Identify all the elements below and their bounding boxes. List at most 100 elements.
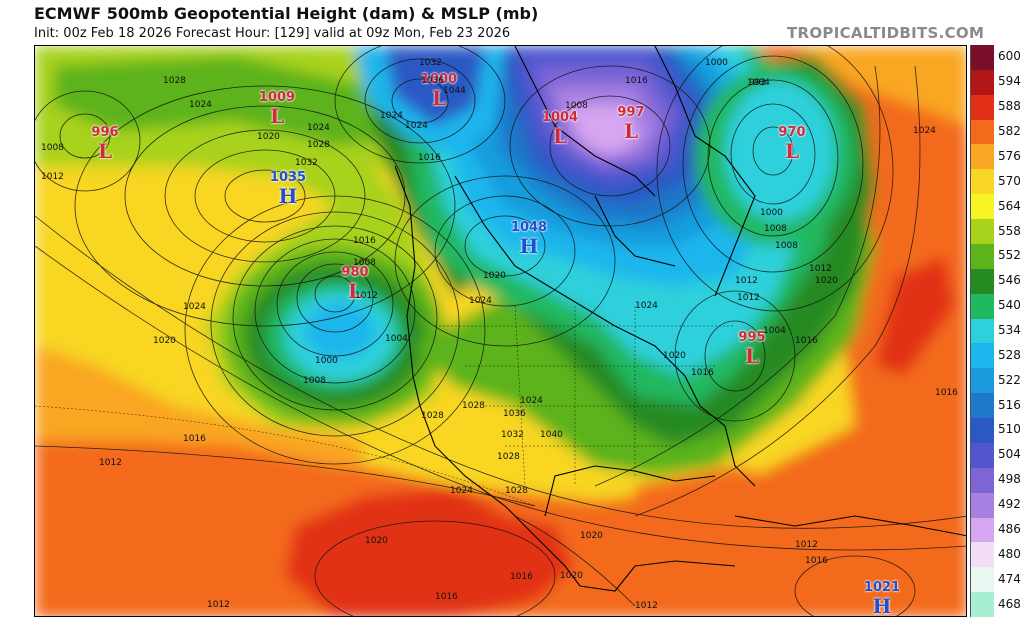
colorbar-swatch: [970, 567, 994, 593]
isobars: [35, 46, 966, 616]
colorbar-swatch: [970, 243, 994, 270]
pressure-letter: L: [347, 279, 363, 303]
colorbar-swatch: [970, 418, 994, 444]
isobar-label: 1000: [705, 58, 728, 68]
colorbar-label: 468: [998, 596, 1021, 611]
colorbar-label: 486: [998, 521, 1021, 536]
pressure-centers-layer: 996 L 1009 L 1000 L 1035 H 980 L 1004 L 997 L 970 L 1048…: [35, 46, 966, 617]
pressure-letter: L: [97, 139, 113, 163]
isobar-label: 1016: [418, 153, 441, 163]
colorbar-label: 522: [998, 372, 1021, 387]
high-pressure-center: 1035 H: [268, 171, 308, 208]
low-pressure-center: 995 L: [732, 330, 772, 368]
pressure-value: 1048: [510, 220, 548, 235]
map-subtitle: Init: 00z Feb 18 2026 Forecast Hour: [12…: [34, 26, 511, 41]
colorbar-label: 516: [998, 397, 1021, 412]
colorbar-swatch: [970, 119, 994, 145]
isobar-label: 1012: [355, 291, 378, 301]
pressure-value: 980: [341, 265, 369, 280]
isobar-label: 1024: [405, 121, 428, 131]
state-borders: [35, 305, 735, 507]
colorbar-swatch: [970, 45, 994, 71]
high-pressure-center: 1048 H: [509, 220, 549, 258]
pressure-letter: L: [784, 139, 800, 163]
isobar-label: 1024: [469, 296, 492, 306]
colorbar-swatch: [970, 517, 994, 543]
pressure-value: 995: [738, 330, 766, 345]
coastlines: [394, 46, 966, 592]
isobar-label: 1020: [257, 132, 280, 142]
pressure-letter: L: [744, 344, 760, 368]
isobar-label: 1020: [153, 336, 176, 346]
isobar-label: 1012: [735, 276, 758, 286]
pressure-value: 970: [778, 125, 806, 140]
colorbar-swatch: [970, 492, 994, 518]
isobar-label: 1028: [163, 76, 186, 86]
low-pressure-center: 996 L: [85, 125, 125, 163]
pressure-letter: L: [269, 104, 285, 128]
colorbar-swatch: [970, 343, 994, 369]
pressure-value: 1004: [541, 110, 579, 125]
colorbar-label: 510: [998, 422, 1021, 437]
isobar-label: 1024: [380, 111, 403, 121]
colorbar-swatch: [970, 467, 994, 494]
isobar-label: 1032: [501, 430, 524, 440]
isobar-labels-layer: 1008 1012 1024 1028 1020 1024 1028 1032 1016 1012…: [35, 46, 966, 616]
isobar-label: 1016: [805, 556, 828, 566]
isobar-label: 1008: [764, 224, 787, 234]
isobar-label: 1012: [809, 264, 832, 274]
pressure-value: 997: [617, 105, 645, 120]
isobar-label: 1024: [450, 486, 473, 496]
colorbar-swatch: [970, 94, 994, 121]
colorbar-swatch: [970, 169, 994, 195]
isobar-label: 1024: [635, 301, 658, 311]
isobar-label: 1036: [421, 76, 444, 86]
isobar-label: 1028: [307, 140, 330, 150]
colorbar-label: 504: [998, 447, 1021, 462]
isobar-label: 1008: [565, 101, 588, 111]
colorbar-label: 558: [998, 223, 1021, 238]
colorbar-swatch: [970, 69, 994, 96]
low-pressure-center: 1009 L: [257, 90, 297, 128]
pressure-value: 996: [91, 125, 119, 140]
isobar-label: 1008: [353, 258, 376, 268]
colorbar-label: 594: [998, 74, 1021, 89]
pressure-letter: L: [431, 86, 447, 110]
isobar-label: 1016: [510, 572, 533, 582]
isobar-label: 1040: [540, 430, 563, 440]
isobar-label: 1012: [99, 458, 122, 468]
isobar-label: 1012: [207, 600, 230, 610]
isobar-label: 1020: [663, 351, 686, 361]
isobar-label: 1020: [815, 276, 838, 286]
colorbar-label: 546: [998, 273, 1021, 288]
isobar-label: 1016: [625, 76, 648, 86]
pressure-value: 1021: [863, 580, 901, 595]
weather-map[interactable]: 996 L 1009 L 1000 L 1035 H 980 L 1004 L 997 L 970 L 1048…: [34, 45, 967, 617]
pressure-value: 1009: [258, 90, 296, 105]
watermark: TROPICALTIDBITS.COM: [787, 24, 985, 42]
colorbar-label: 492: [998, 497, 1021, 512]
map-canvas: [35, 46, 966, 616]
isobar-label: 1024: [307, 123, 330, 133]
isobar-label: 1028: [462, 401, 485, 411]
isobar-label: 1024: [913, 126, 936, 136]
colorbar-label: 498: [998, 472, 1021, 487]
colorbar-swatch: [970, 219, 994, 245]
colorbar-swatch: [970, 194, 994, 220]
colorbar-label: 552: [998, 248, 1021, 263]
colorbar-label: 576: [998, 148, 1021, 163]
high-pressure-center: 1021 H: [862, 581, 902, 617]
colorbar: [970, 45, 994, 618]
isobar-label: 1024: [189, 100, 212, 110]
low-pressure-center: 1000 L: [419, 73, 459, 110]
isobar-label: 1016: [183, 434, 206, 444]
colorbar-label: 564: [998, 198, 1021, 213]
isobar-label: 1008: [303, 376, 326, 386]
colorbar-swatch: [970, 144, 994, 170]
isobar-label: 1012: [737, 293, 760, 303]
pressure-letter: H: [519, 234, 539, 258]
isobar-label: 1020: [483, 271, 506, 281]
isobar-label: 1000: [760, 208, 783, 218]
map-title: ECMWF 500mb Geopotential Height (dam) & …: [34, 4, 539, 23]
isobar-label: 1012: [635, 601, 658, 611]
